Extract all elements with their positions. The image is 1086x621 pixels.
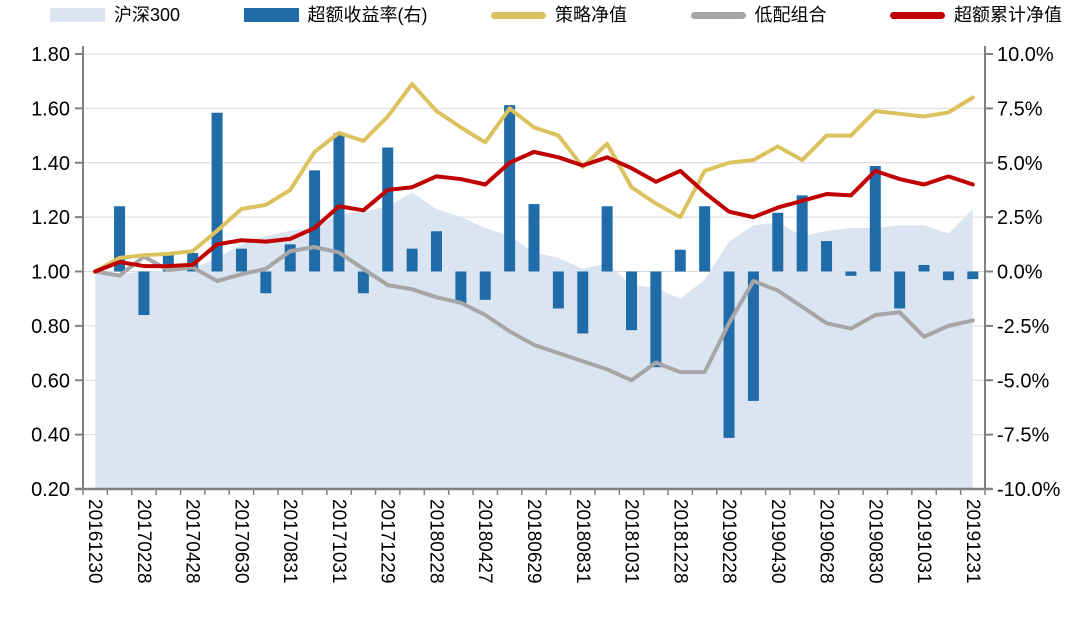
right-axis-tick-label: 5.0% bbox=[997, 153, 1043, 175]
axes bbox=[75, 46, 993, 495]
bar bbox=[552, 271, 564, 309]
left-axis-tick-label: 0.60 bbox=[31, 370, 70, 392]
legend-item-hs300: 沪深300 bbox=[50, 6, 180, 24]
left-axis-tick-label: 1.00 bbox=[31, 262, 70, 284]
left-axis-tick-label: 0.40 bbox=[31, 425, 70, 447]
bar bbox=[650, 271, 662, 368]
bar bbox=[382, 147, 394, 272]
right-axis-tick-label: 2.5% bbox=[997, 207, 1043, 229]
bar bbox=[479, 271, 491, 300]
bar bbox=[699, 206, 711, 272]
x-axis-tick-label: 20170831 bbox=[279, 499, 300, 584]
legend-label: 沪深300 bbox=[114, 5, 181, 25]
x-axis-tick-label: 20190628 bbox=[816, 499, 837, 584]
right-axis-tick-label: 7.5% bbox=[997, 98, 1043, 120]
area-swatch-icon bbox=[50, 8, 105, 22]
bar bbox=[504, 105, 516, 272]
x-axis-tick-label: 20170428 bbox=[182, 499, 203, 584]
bar bbox=[747, 271, 759, 401]
bar bbox=[577, 271, 589, 334]
bar bbox=[162, 254, 174, 272]
line-swatch-icon bbox=[491, 11, 547, 19]
bar bbox=[138, 271, 150, 315]
bar bbox=[309, 170, 321, 272]
bar-swatch-icon bbox=[243, 8, 299, 22]
bar bbox=[357, 271, 369, 294]
bar bbox=[406, 248, 418, 272]
line-series-低配组合 bbox=[93, 245, 975, 383]
x-axis-tick-label: 20181031 bbox=[621, 499, 642, 584]
legend-item-strategy-nav: 策略净值 bbox=[491, 6, 627, 24]
bar bbox=[211, 112, 223, 272]
x-axis-tick-label: 20171031 bbox=[328, 499, 349, 584]
line-swatch-icon bbox=[889, 11, 945, 19]
bar bbox=[894, 271, 906, 309]
legend-item-excess-return: 超额收益率(右) bbox=[243, 5, 428, 25]
legend-label: 超额收益率(右) bbox=[307, 5, 428, 25]
bar-series-excess-return bbox=[114, 105, 979, 438]
bar bbox=[284, 244, 296, 272]
bar bbox=[674, 249, 686, 272]
legend-label: 策略净值 bbox=[555, 5, 628, 25]
x-axis-tick-label: 20181228 bbox=[669, 499, 690, 584]
right-axis-tick-label: -5.0% bbox=[997, 370, 1049, 392]
right-axis-tick-label: -7.5% bbox=[997, 425, 1049, 447]
bar bbox=[942, 271, 954, 281]
left-axis-tick-label: 1.60 bbox=[31, 98, 70, 120]
x-axis-tick-label: 20191031 bbox=[913, 499, 934, 584]
bar bbox=[601, 206, 613, 272]
bar bbox=[772, 212, 784, 272]
chart-legend: 沪深300 超额收益率(右) 策略净值 低配组合 超额累计净值 bbox=[50, 6, 1062, 24]
legend-item-underweight: 低配组合 bbox=[690, 5, 827, 25]
x-axis-tick-label: 20170228 bbox=[133, 499, 154, 584]
left-axis-tick-label: 0.80 bbox=[31, 316, 70, 338]
right-axis-tick-label: -2.5% bbox=[997, 316, 1049, 338]
left-axis-tick-label: 1.80 bbox=[31, 44, 70, 66]
bar bbox=[845, 271, 857, 276]
line-series-策略净值 bbox=[93, 81, 975, 274]
x-axis-tick-label: 20190228 bbox=[718, 499, 739, 584]
bar bbox=[430, 231, 442, 272]
x-axis-tick-label: 20180831 bbox=[572, 499, 593, 584]
left-axis-tick-label: 0.20 bbox=[31, 479, 70, 501]
left-axis-tick-label: 1.20 bbox=[31, 207, 70, 229]
bar bbox=[723, 271, 735, 438]
x-axis-tick-label: 20170630 bbox=[230, 499, 251, 584]
legend-label: 超额累计净值 bbox=[953, 5, 1062, 25]
x-axis-tick-label: 20161230 bbox=[84, 499, 105, 584]
x-axis-tick-label: 20190430 bbox=[767, 499, 788, 584]
axis-labels: 1.80 1.60 1.40 1.20 1.00 0.80 0.60 0.40 0.20 10.0… bbox=[31, 44, 1061, 584]
right-axis-tick-label: -10.0% bbox=[997, 479, 1061, 501]
right-axis-tick-label: 10.0% bbox=[997, 44, 1054, 66]
bar bbox=[918, 264, 930, 272]
bar bbox=[869, 166, 881, 272]
x-axis-tick-label: 20180228 bbox=[425, 499, 446, 584]
right-axis-tick-label: 0.0% bbox=[997, 262, 1043, 284]
x-axis-tick-label: 20180427 bbox=[474, 499, 495, 584]
bar bbox=[967, 271, 979, 280]
legend-label: 低配组合 bbox=[754, 5, 827, 25]
bar bbox=[821, 241, 833, 272]
legend-item-excess-cum-nav: 超额累计净值 bbox=[889, 5, 1062, 25]
bar bbox=[455, 271, 467, 304]
bar bbox=[528, 204, 540, 272]
x-axis-tick-label: 20191231 bbox=[962, 499, 983, 584]
bar bbox=[235, 248, 247, 272]
bar bbox=[260, 271, 272, 294]
line-series-超额累计净值 bbox=[93, 149, 975, 274]
line-swatch-icon bbox=[690, 11, 746, 19]
bar bbox=[333, 133, 345, 272]
left-axis-tick-label: 1.40 bbox=[31, 153, 70, 175]
x-axis-tick-label: 20171229 bbox=[377, 499, 398, 584]
x-axis-tick-label: 20190830 bbox=[864, 499, 885, 584]
bar bbox=[626, 271, 638, 331]
bar bbox=[114, 206, 126, 272]
bar bbox=[796, 195, 808, 272]
x-axis-tick-label: 20180629 bbox=[523, 499, 544, 584]
